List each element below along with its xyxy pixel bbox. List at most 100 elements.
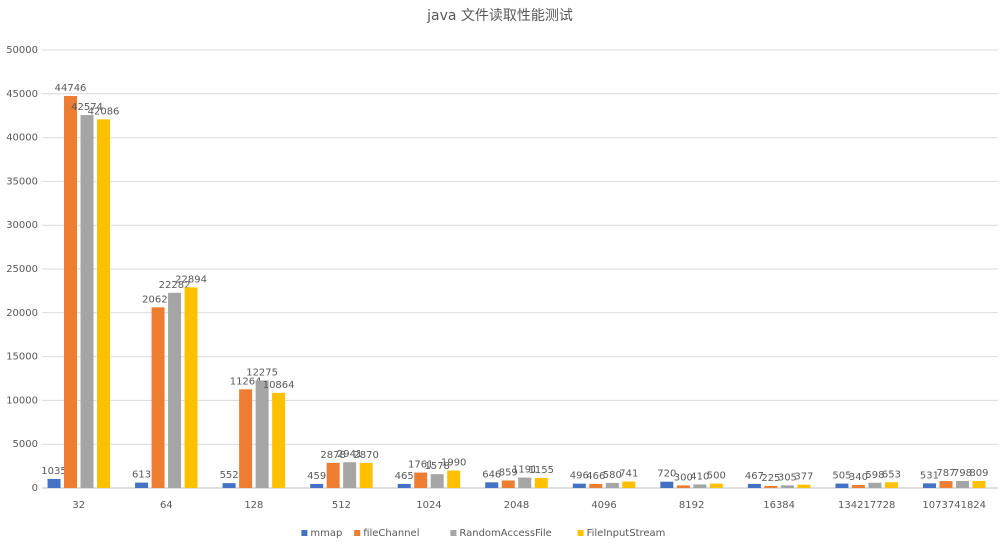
- data-label: 467: [745, 471, 764, 482]
- x-tick-label: 16384: [763, 500, 795, 511]
- data-label: 720: [657, 469, 676, 480]
- data-label: 1191: [512, 465, 537, 476]
- data-label: 44746: [55, 83, 87, 94]
- data-label: 505: [832, 471, 851, 482]
- data-label: 459: [307, 471, 326, 482]
- data-label: 2941: [337, 449, 362, 460]
- legend-swatch: [450, 530, 457, 536]
- bar: [272, 392, 286, 488]
- bar: [359, 462, 373, 488]
- bar: [939, 481, 953, 488]
- bar: [868, 482, 882, 488]
- data-label: 300: [674, 472, 693, 483]
- data-label: 410: [690, 471, 709, 482]
- data-label: 466: [586, 471, 605, 482]
- data-label: 1990: [441, 458, 466, 469]
- x-tick-label: 512: [332, 500, 351, 511]
- data-label: 787: [936, 468, 955, 479]
- data-label: 12275: [246, 367, 278, 378]
- bar: [222, 483, 236, 488]
- data-label: 377: [794, 472, 813, 483]
- data-label: 20626: [142, 294, 174, 305]
- data-label: 859: [499, 467, 518, 478]
- legend-swatch: [354, 530, 361, 536]
- legend-swatch: [301, 530, 308, 536]
- data-label: 646: [482, 469, 501, 480]
- data-label: 22282: [159, 280, 191, 291]
- bar: [797, 484, 811, 488]
- y-tick-label: 20000: [6, 308, 38, 319]
- bar: [518, 477, 532, 488]
- x-tick-label: 1024: [416, 500, 441, 511]
- bar: [955, 481, 969, 488]
- legend-label: RandomAccessFile: [459, 528, 551, 539]
- bar: [589, 483, 603, 488]
- y-tick-label: 40000: [6, 133, 38, 144]
- bar: [485, 482, 499, 488]
- data-label: 42086: [88, 106, 120, 117]
- y-tick-label: 50000: [6, 45, 38, 56]
- bar: [534, 477, 548, 488]
- legend-label: mmap: [310, 528, 342, 539]
- bar: [851, 485, 865, 488]
- data-label: 1035: [41, 466, 66, 477]
- bar: [168, 292, 182, 488]
- bar: [97, 119, 111, 489]
- x-tick-label: 134217728: [838, 500, 895, 511]
- y-tick-label: 30000: [6, 220, 38, 231]
- x-tick-label: 8192: [679, 500, 704, 511]
- bar: [660, 481, 674, 488]
- legend-swatch: [577, 530, 584, 536]
- y-tick-label: 10000: [6, 395, 38, 406]
- bar: [501, 480, 515, 488]
- bar: [47, 478, 61, 488]
- legend-label: FileInputStream: [587, 528, 666, 539]
- data-label: 340: [849, 472, 868, 483]
- bar: [430, 474, 444, 488]
- bar: [414, 472, 428, 488]
- bar: [255, 380, 269, 488]
- data-label: 809: [969, 468, 988, 479]
- x-tick-label: 64: [160, 500, 173, 511]
- bar: [326, 462, 340, 488]
- y-tick-label: 0: [32, 483, 38, 494]
- bar: [747, 483, 761, 488]
- bar: [572, 483, 586, 488]
- x-tick-label: 4096: [591, 500, 616, 511]
- x-tick-label: 32: [72, 500, 85, 511]
- data-label: 42574: [71, 102, 103, 113]
- data-label: 580: [603, 470, 622, 481]
- x-tick-label: 1073741824: [922, 500, 986, 511]
- data-label: 552: [220, 470, 239, 481]
- data-label: 305: [778, 472, 797, 483]
- bar: [310, 483, 324, 488]
- bar: [693, 484, 707, 488]
- x-tick-label: 2048: [504, 500, 529, 511]
- data-label: 613: [132, 470, 151, 481]
- data-label: 500: [707, 471, 726, 482]
- y-tick-label: 45000: [6, 89, 38, 100]
- bar: [184, 287, 198, 488]
- data-label: 10864: [263, 380, 295, 391]
- bar: [151, 307, 165, 488]
- bar: [605, 482, 619, 488]
- data-label: 11264: [230, 376, 262, 387]
- legend-label: fileChannel: [363, 528, 419, 539]
- data-label: 1578: [424, 461, 449, 472]
- y-tick-label: 35000: [6, 176, 38, 187]
- bar: [922, 483, 936, 488]
- bar: [447, 470, 461, 488]
- data-label: 22894: [175, 274, 207, 285]
- bar: [80, 115, 94, 488]
- bar: [135, 482, 149, 488]
- data-label: 465: [395, 471, 414, 482]
- bar: [780, 485, 794, 488]
- bar: [397, 483, 411, 488]
- chart-title: java 文件读取性能测试: [426, 7, 573, 24]
- data-label: 653: [882, 469, 901, 480]
- bar: [835, 483, 849, 488]
- bar: [622, 481, 636, 488]
- data-label: 531: [920, 470, 939, 481]
- bar: [709, 483, 723, 488]
